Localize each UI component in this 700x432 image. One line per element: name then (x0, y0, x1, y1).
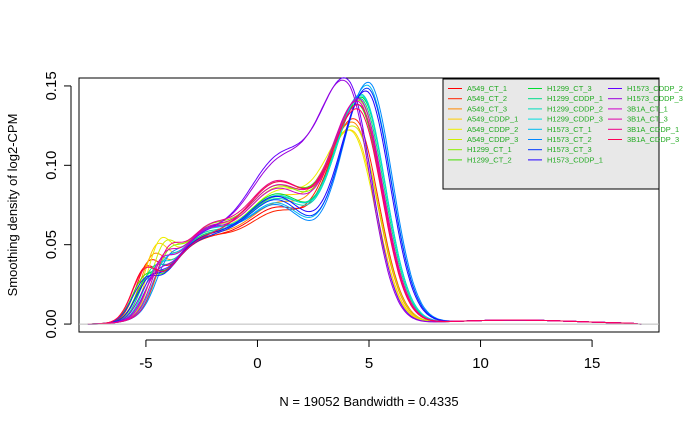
legend-label: 3B1A_CDDP_1 (627, 125, 679, 134)
legend-label: H1299_CT_1 (467, 145, 512, 154)
density-line-3B1A_CDDP_3 (87, 108, 642, 325)
legend-label: A549_CT_2 (467, 94, 507, 103)
legend-label: 3B1A_CDDP_3 (627, 135, 679, 144)
x-tick-label: -5 (139, 355, 152, 372)
legend-label: H1299_CT_3 (547, 84, 592, 93)
legend-label: H1573_CT_2 (547, 135, 592, 144)
y-tick-label: 0.00 (43, 309, 60, 338)
legend-label: H1573_CDDP_1 (547, 155, 603, 164)
x-tick-label: 0 (253, 355, 261, 372)
legend: A549_CT_1A549_CT_2A549_CT_3A549_CDDP_1A5… (442, 78, 683, 190)
legend-label: H1299_CDDP_2 (547, 104, 603, 113)
legend-label: A549_CDDP_3 (467, 135, 518, 144)
legend-box (442, 78, 660, 190)
x-tick-label: 15 (584, 355, 601, 372)
legend-label: A549_CT_3 (467, 104, 507, 113)
x-axis-title: N = 19052 Bandwidth = 0.4335 (279, 394, 458, 409)
series-lines (87, 77, 642, 325)
legend-label: H1299_CDDP_1 (547, 94, 603, 103)
axes: -5 0 5 10 15 0.00 0.05 0.10 0.15 (43, 71, 659, 372)
legend-label: H1299_CDDP_3 (547, 115, 603, 124)
plot-frame (78, 77, 660, 333)
legend-label: H1299_CT_2 (467, 155, 512, 164)
legend-label: H1573_CT_1 (547, 125, 592, 134)
y-tick-label: 0.10 (43, 151, 60, 180)
legend-label: H1573_CT_3 (547, 145, 592, 154)
legend-label: H1573_CDDP_2 (627, 84, 683, 93)
x-tick-label: 5 (365, 355, 373, 372)
legend-label: 3B1A_CT_1 (627, 104, 668, 113)
y-tick-label: 0.15 (43, 71, 60, 100)
legend-label: A549_CDDP_2 (467, 125, 518, 134)
legend-label: A549_CT_1 (467, 84, 507, 93)
legend-label: 3B1A_CT_3 (627, 115, 668, 124)
legend-label: A549_CDDP_1 (467, 115, 518, 124)
legend-label: H1573_CDDP_3 (627, 94, 683, 103)
y-axis-title: Smoothing density of log2-CPM (5, 114, 20, 297)
y-tick-label: 0.05 (43, 230, 60, 259)
x-tick-label: 10 (472, 355, 489, 372)
